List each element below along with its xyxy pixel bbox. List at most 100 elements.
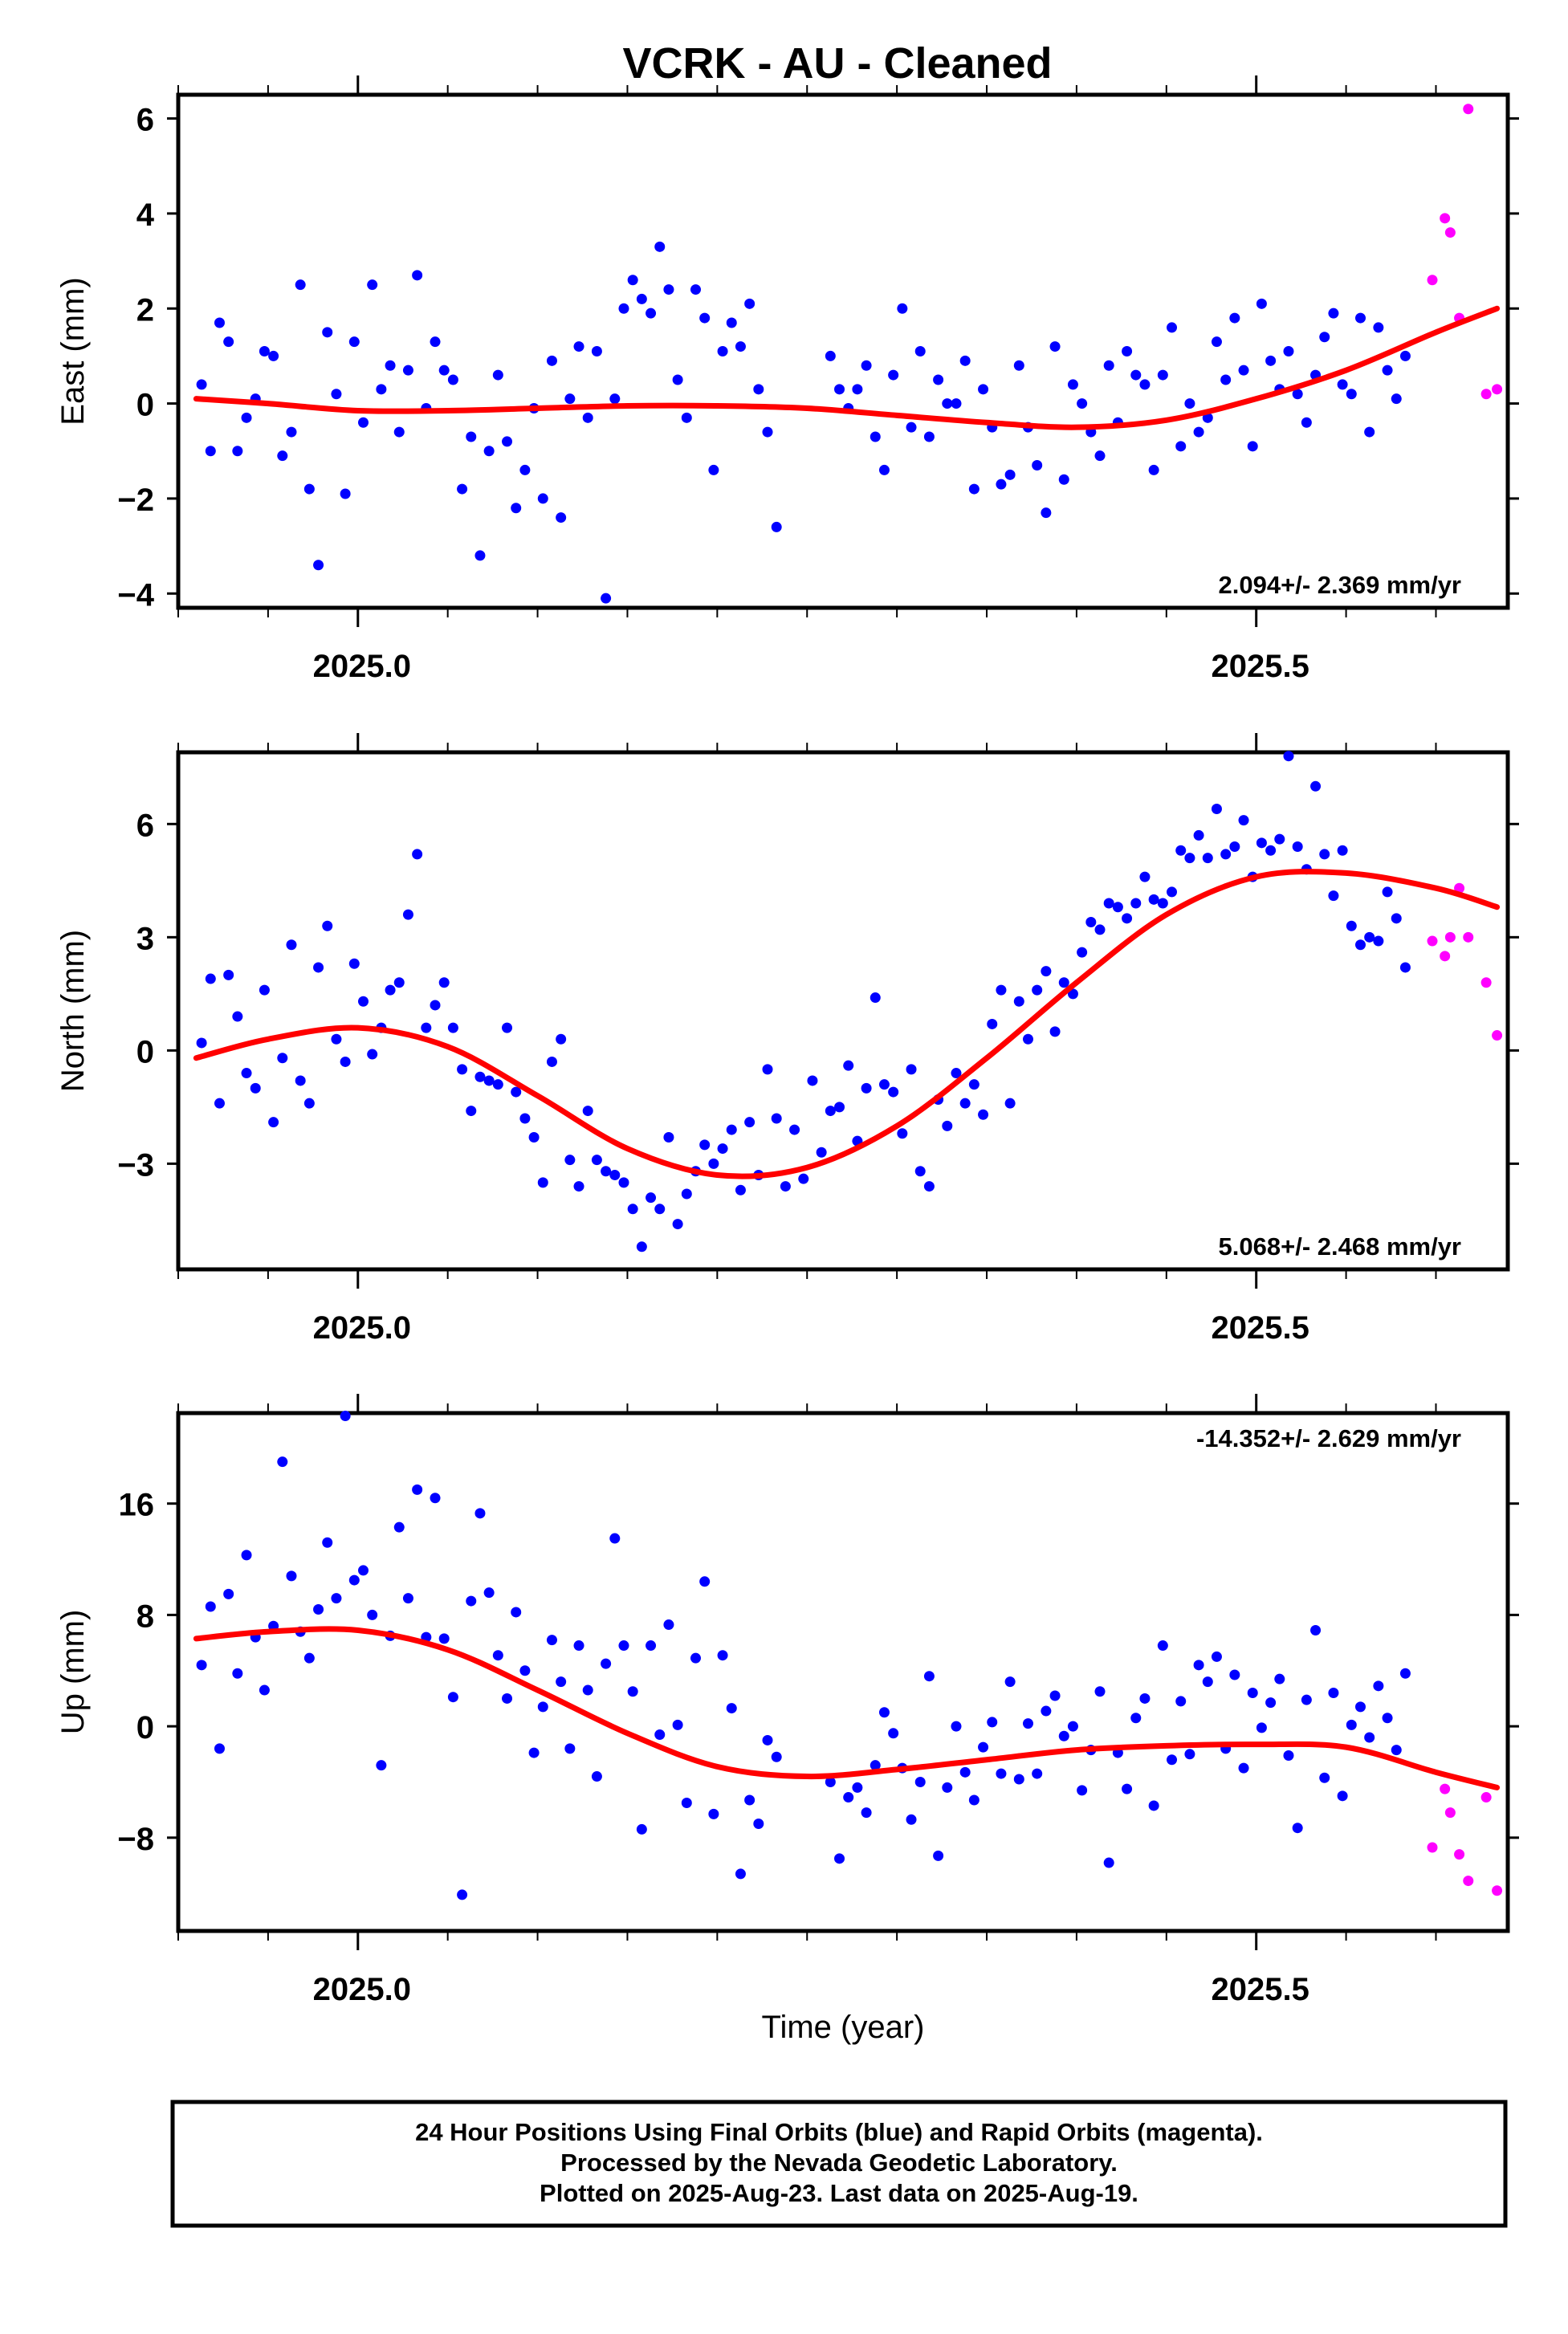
final-orbit-point bbox=[1274, 1673, 1285, 1684]
final-orbit-point bbox=[1184, 398, 1195, 409]
final-orbit-point bbox=[1049, 1690, 1061, 1701]
final-orbit-point bbox=[214, 1098, 225, 1109]
final-orbit-point bbox=[771, 1751, 782, 1762]
final-orbit-point bbox=[1354, 939, 1366, 951]
final-orbit-point bbox=[537, 1701, 548, 1713]
final-orbit-point bbox=[601, 593, 612, 604]
final-orbit-point bbox=[1229, 841, 1240, 853]
final-orbit-point bbox=[861, 360, 872, 371]
final-orbit-point bbox=[942, 398, 953, 409]
final-orbit-point bbox=[708, 1158, 719, 1169]
final-orbit-point bbox=[1148, 464, 1159, 475]
final-orbit-point bbox=[834, 1853, 845, 1864]
final-orbit-point bbox=[295, 279, 306, 291]
final-orbit-point bbox=[447, 374, 458, 385]
rapid-orbit-point bbox=[1454, 882, 1465, 894]
final-orbit-point bbox=[313, 560, 324, 571]
final-orbit-point bbox=[1157, 369, 1168, 381]
final-orbit-point bbox=[1058, 977, 1069, 988]
final-orbit-point bbox=[1229, 312, 1240, 324]
y-tick-label: 3 bbox=[136, 921, 154, 956]
final-orbit-point bbox=[519, 1665, 531, 1676]
final-orbit-point bbox=[1346, 920, 1357, 931]
final-orbit-point bbox=[1382, 1713, 1393, 1724]
final-orbit-point bbox=[699, 1576, 711, 1587]
final-orbit-point bbox=[1077, 947, 1088, 958]
final-orbit-point bbox=[959, 1766, 971, 1778]
final-orbit-point bbox=[232, 1011, 243, 1022]
x-tick-label: 2025.0 bbox=[313, 1972, 411, 2007]
final-orbit-point bbox=[744, 1117, 755, 1128]
rapid-orbit-point bbox=[1440, 951, 1451, 962]
final-orbit-point bbox=[1058, 1730, 1069, 1741]
final-orbit-point bbox=[672, 1719, 683, 1730]
final-orbit-point bbox=[897, 1128, 908, 1139]
y-tick-label: 0 bbox=[136, 1034, 154, 1069]
final-orbit-point bbox=[402, 1593, 413, 1604]
final-orbit-point bbox=[646, 1640, 657, 1652]
final-orbit-point bbox=[1328, 308, 1339, 319]
final-orbit-point bbox=[609, 393, 621, 405]
final-orbit-point bbox=[699, 1139, 711, 1151]
rapid-orbit-point bbox=[1480, 1792, 1492, 1803]
final-orbit-point bbox=[232, 1668, 243, 1679]
final-orbit-point bbox=[825, 1776, 836, 1787]
final-orbit-point bbox=[1067, 379, 1078, 390]
final-orbit-point bbox=[1130, 1713, 1142, 1724]
final-orbit-point bbox=[1310, 1624, 1322, 1635]
final-orbit-point bbox=[663, 1619, 674, 1631]
final-orbit-point bbox=[923, 1181, 935, 1192]
final-orbit-point bbox=[1265, 845, 1277, 856]
final-orbit-point bbox=[303, 1652, 315, 1664]
final-orbit-point bbox=[735, 1184, 746, 1196]
x-tick-label: 2025.5 bbox=[1212, 649, 1309, 684]
final-orbit-point bbox=[968, 1794, 979, 1806]
final-orbit-point bbox=[627, 1686, 638, 1697]
final-orbit-point bbox=[502, 1692, 513, 1704]
final-orbit-point bbox=[978, 384, 989, 395]
final-orbit-point bbox=[1167, 322, 1178, 333]
final-orbit-point bbox=[357, 417, 369, 428]
x-axis-title: Time (year) bbox=[762, 2010, 925, 2045]
final-orbit-point bbox=[1122, 1783, 1133, 1794]
final-orbit-point bbox=[430, 1000, 441, 1011]
final-orbit-point bbox=[1283, 346, 1294, 356]
final-orbit-point bbox=[511, 503, 522, 514]
final-orbit-point bbox=[627, 1204, 638, 1215]
final-orbit-point bbox=[528, 1747, 540, 1758]
final-orbit-point bbox=[438, 1633, 450, 1644]
final-orbit-point bbox=[303, 1098, 315, 1109]
x-tick-label: 2025.5 bbox=[1212, 1310, 1309, 1346]
final-orbit-point bbox=[1103, 898, 1114, 909]
final-orbit-point bbox=[295, 1075, 306, 1086]
rapid-orbit-point bbox=[1440, 213, 1451, 224]
final-orbit-point bbox=[1175, 1696, 1187, 1707]
final-orbit-point bbox=[1346, 389, 1357, 400]
final-orbit-point bbox=[708, 464, 719, 475]
y-tick-label: 0 bbox=[136, 388, 154, 423]
footer-frame bbox=[170, 2100, 1508, 2228]
final-orbit-point bbox=[618, 1177, 629, 1188]
final-orbit-point bbox=[825, 1106, 836, 1117]
final-orbit-point bbox=[1319, 1772, 1330, 1783]
final-orbit-point bbox=[357, 996, 369, 1007]
y-tick-label: −8 bbox=[117, 1822, 154, 1857]
final-orbit-point bbox=[1354, 1701, 1366, 1713]
final-orbit-point bbox=[933, 1850, 944, 1861]
final-orbit-point bbox=[573, 1181, 584, 1192]
final-orbit-point bbox=[1184, 853, 1195, 864]
final-orbit-point bbox=[654, 1204, 666, 1215]
final-orbit-point bbox=[277, 450, 288, 462]
rapid-orbit-point bbox=[1454, 1849, 1465, 1860]
final-orbit-point bbox=[564, 393, 576, 405]
final-orbit-point bbox=[1130, 898, 1142, 909]
final-orbit-point bbox=[618, 1640, 629, 1652]
final-orbit-point bbox=[654, 241, 666, 252]
final-orbit-point bbox=[1211, 1651, 1222, 1662]
final-orbit-point bbox=[1004, 1676, 1016, 1688]
final-orbit-point bbox=[1292, 841, 1303, 853]
final-orbit-point bbox=[726, 1124, 737, 1135]
y-tick-label: 16 bbox=[119, 1488, 155, 1523]
final-orbit-point bbox=[1256, 837, 1267, 849]
